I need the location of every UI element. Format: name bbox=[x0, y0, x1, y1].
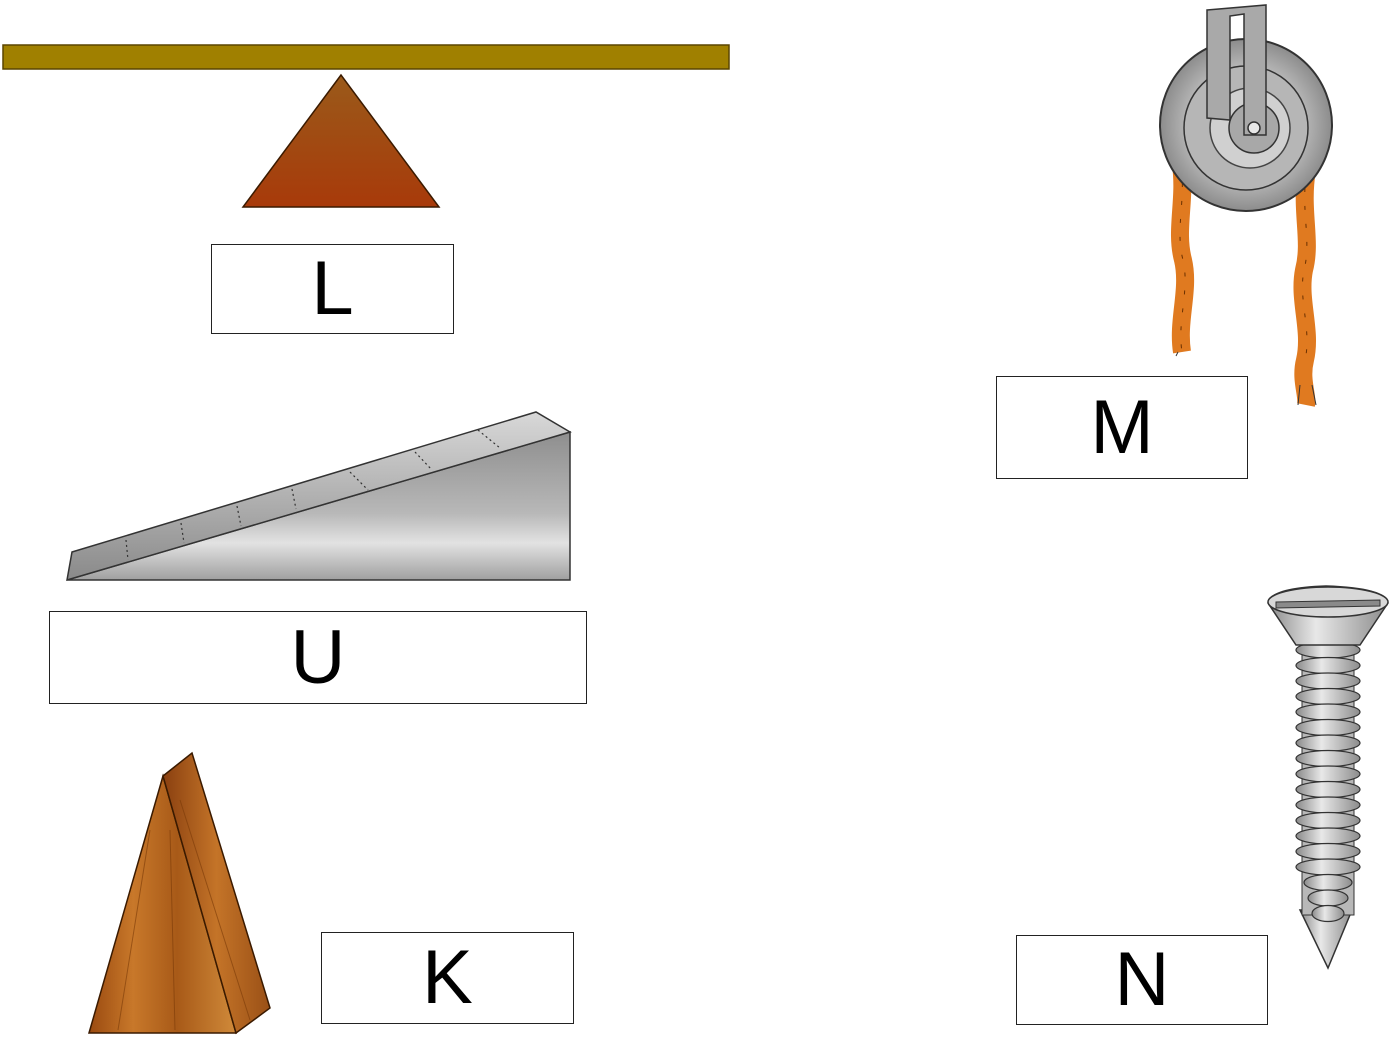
screw-thread bbox=[1295, 827, 1361, 845]
screw-thread bbox=[1295, 734, 1361, 752]
label-screw: N bbox=[1016, 935, 1268, 1025]
screw-threads bbox=[1295, 639, 1361, 923]
screw-thread bbox=[1295, 656, 1361, 675]
screw-thread bbox=[1311, 904, 1345, 923]
screw-thread bbox=[1295, 687, 1361, 706]
screw-thread bbox=[1295, 796, 1361, 814]
screw-thread bbox=[1295, 780, 1361, 799]
screw-thread bbox=[1295, 672, 1361, 690]
screw-thread bbox=[1295, 811, 1361, 830]
inclined-plane-icon bbox=[66, 411, 572, 582]
label-wedge: K bbox=[321, 932, 574, 1024]
pulley-icon bbox=[1159, 4, 1333, 407]
screw-thread bbox=[1307, 889, 1349, 907]
screw-thread bbox=[1295, 858, 1361, 876]
label-inclined-plane: U bbox=[49, 611, 587, 704]
wedge-icon bbox=[88, 751, 271, 1035]
screw-thread bbox=[1295, 842, 1361, 861]
screw-thread bbox=[1295, 703, 1361, 721]
lever-bar bbox=[2, 44, 730, 70]
screw-thread bbox=[1303, 873, 1353, 892]
fulcrum bbox=[241, 73, 441, 208]
label-lever: L bbox=[211, 244, 454, 334]
lever-icon bbox=[2, 44, 730, 208]
screw-icon bbox=[1267, 585, 1389, 970]
screw-thread bbox=[1295, 765, 1361, 783]
screw-thread bbox=[1295, 718, 1361, 737]
label-pulley: M bbox=[996, 376, 1248, 479]
screw-thread bbox=[1295, 749, 1361, 768]
